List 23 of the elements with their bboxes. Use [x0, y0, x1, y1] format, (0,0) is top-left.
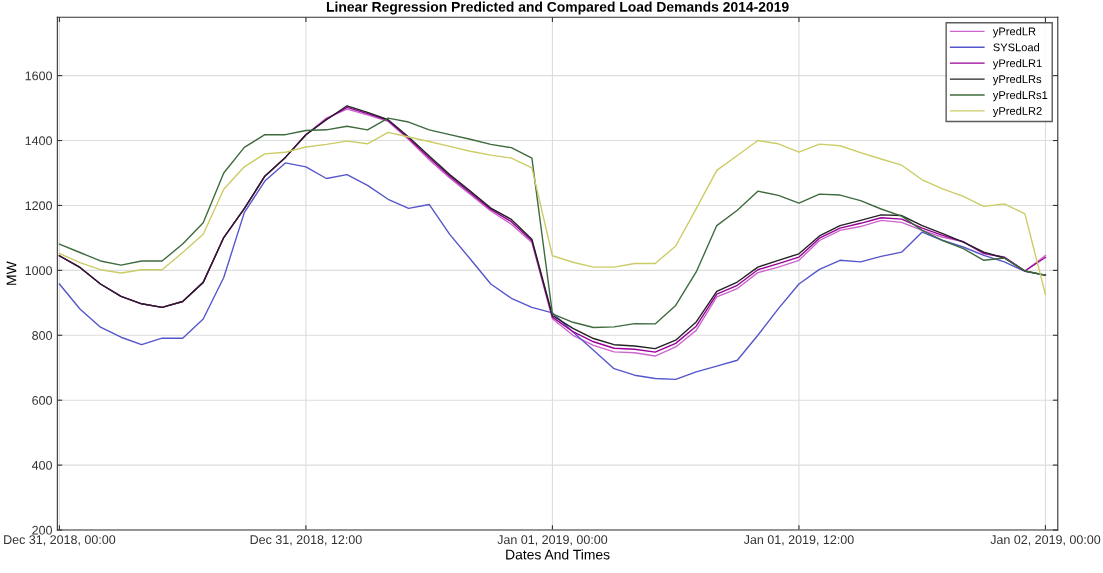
x-tick-label: Dec 31, 2018, 12:00: [250, 535, 362, 546]
y-tick-label: 1600: [25, 71, 53, 81]
line-series: [58, 131, 1047, 296]
y-tick-label: 600: [32, 395, 53, 405]
y-axis-title: MW: [6, 261, 17, 285]
legend-label: yPredLR1: [992, 59, 1042, 70]
x-tick-label: Jan 01, 2019, 00:00: [497, 535, 608, 546]
y-tick-label: 800: [32, 331, 53, 340]
x-axis-title: Dates And Times: [506, 549, 610, 560]
x-tick-label: Jan 01, 2019, 12:00: [743, 535, 854, 546]
y-tick-label: 1200: [25, 201, 53, 211]
x-tick-label: Jan 02, 2019, 00:00: [990, 535, 1101, 546]
legend-label: yPredLR2: [992, 106, 1042, 118]
chart-title: Linear Regression Predicted and Compared Load Demands 2014-2019: [326, 1, 789, 15]
legend-label: yPredLR: [992, 27, 1036, 38]
y-tick-label: 200: [32, 525, 53, 535]
x-tick-label: Dec 31, 2018, 00:00: [4, 535, 116, 546]
legend-label: SYSLoad: [993, 43, 1040, 52]
y-tick-label: 400: [31, 460, 53, 470]
legend-label: yPredLRs: [992, 74, 1042, 86]
y-tick-label: 1000: [25, 266, 53, 276]
y-tick-label: 1400: [25, 136, 53, 146]
legend-label: yPredLRs1: [992, 90, 1048, 102]
